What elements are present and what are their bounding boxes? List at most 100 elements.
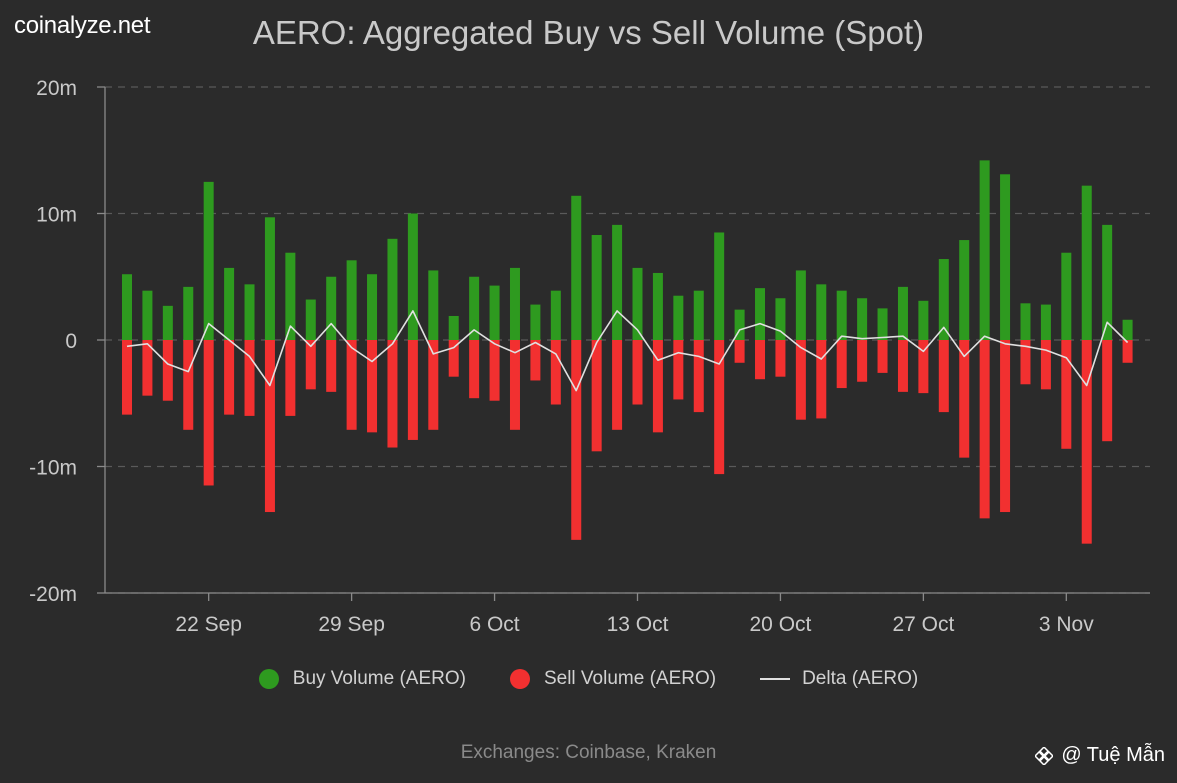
buy-volume-bar <box>1040 304 1051 340</box>
buy-volume-bar <box>673 295 684 340</box>
legend-item-delta[interactable]: Delta (AERO) <box>760 668 918 690</box>
buy-volume-bar <box>1081 185 1092 340</box>
sell-volume-bar <box>612 340 623 430</box>
sell-volume-bar <box>693 340 704 413</box>
buy-volume-bar <box>775 298 786 340</box>
sell-volume-bar <box>897 340 908 392</box>
sell-volume-bar <box>938 340 949 413</box>
buy-volume-bar <box>857 298 868 340</box>
sell-volume-bar <box>203 340 214 486</box>
sell-volume-bar <box>795 340 806 420</box>
sell-volume-bar <box>877 340 888 373</box>
buy-volume-bar <box>1102 224 1113 340</box>
buy-volume-bar <box>428 270 439 340</box>
sell-volume-bar <box>224 340 235 415</box>
sell-volume-bar <box>550 340 561 405</box>
sell-volume-bar <box>816 340 827 419</box>
x-tick-label: 22 Sep <box>175 613 242 636</box>
legend-sell-label: Sell Volume (AERO) <box>543 668 717 689</box>
brand-logo-text: coinalyze.net <box>14 12 151 39</box>
legend-sell-marker <box>509 669 530 689</box>
buy-volume-bar <box>224 267 235 340</box>
chart-title-text: AERO: Aggregated Buy vs Sell Volume (Spo… <box>252 14 925 51</box>
buy-volume-bar <box>142 290 153 340</box>
buy-volume-bar <box>326 276 337 340</box>
buy-volume-bar <box>305 299 316 340</box>
sell-volume-bar <box>448 340 459 377</box>
sell-volume-bar <box>244 340 255 416</box>
x-tick-label: 29 Sep <box>318 613 385 636</box>
sell-volume-bar <box>591 340 602 452</box>
y-tick-label: 20m <box>36 77 77 100</box>
buy-volume-bar <box>264 217 275 340</box>
chart-title: AERO: Aggregated Buy vs Sell Volume (Spo… <box>0 14 1177 52</box>
sell-volume-bar <box>367 340 378 433</box>
buy-volume-bar <box>652 272 663 340</box>
sell-volume-bar <box>1000 340 1011 513</box>
buy-volume-bar <box>877 308 888 340</box>
chart-legend: Buy Volume (AERO) Sell Volume (AERO) Del… <box>0 668 1177 690</box>
buy-volume-bar <box>346 260 357 340</box>
y-tick-label: 10m <box>36 204 77 227</box>
buy-volume-bar <box>1020 303 1031 340</box>
buy-volume-bar <box>591 235 602 340</box>
legend-buy-marker <box>258 669 279 689</box>
buy-volume-bar <box>407 213 418 340</box>
legend-item-buy[interactable]: Buy Volume (AERO) <box>258 668 466 690</box>
x-tick-label: 3 Nov <box>1039 613 1094 636</box>
sell-volume-bar <box>285 340 296 416</box>
buy-volume-bar <box>612 224 623 340</box>
buy-volume-bar <box>550 290 561 340</box>
sell-volume-bar <box>755 340 766 380</box>
buy-volume-bar <box>183 286 194 340</box>
y-tick-label: 0 <box>65 330 77 353</box>
buy-volume-bar <box>448 315 459 340</box>
buy-volume-bar <box>162 305 173 340</box>
sell-volume-bar <box>1102 340 1113 442</box>
x-tick-label: 13 Oct <box>607 613 669 636</box>
sell-volume-bar <box>305 340 316 390</box>
sell-volume-bar <box>734 340 745 363</box>
buy-volume-bar <box>469 276 480 340</box>
legend-buy-label: Buy Volume (AERO) <box>292 668 466 689</box>
sell-volume-bar <box>714 340 725 475</box>
sell-volume-bar <box>959 340 970 458</box>
legend-item-sell[interactable]: Sell Volume (AERO) <box>509 668 717 690</box>
sell-volume-bar <box>775 340 786 377</box>
sell-volume-bar <box>387 340 398 448</box>
sell-volume-bar <box>469 340 480 399</box>
buy-volume-bar <box>387 238 398 340</box>
sell-volume-bar <box>632 340 643 405</box>
sell-volume-bar <box>1061 340 1072 449</box>
sell-volume-bar <box>326 340 337 392</box>
buy-volume-bar <box>979 160 990 340</box>
buy-volume-bar <box>938 259 949 340</box>
buy-volume-bar <box>122 274 132 340</box>
sell-volume-bar <box>1122 340 1133 363</box>
buy-volume-bar <box>1061 252 1072 340</box>
legend-delta-marker <box>760 678 791 680</box>
sell-volume-bar <box>1081 340 1092 544</box>
buy-volume-bar <box>755 288 766 340</box>
buy-volume-bar <box>489 285 500 340</box>
sell-volume-bar <box>346 340 357 430</box>
buy-volume-bar <box>693 290 704 340</box>
sell-volume-bar <box>673 340 684 400</box>
watermark: @ Tuệ Mẫn <box>1035 744 1165 767</box>
x-tick-label: 6 Oct <box>469 613 519 636</box>
sell-volume-bar <box>1040 340 1051 390</box>
binance-logo-icon <box>1035 746 1054 765</box>
sell-volume-bar <box>1020 340 1031 385</box>
buy-volume-bar <box>203 181 214 340</box>
x-tick-label: 27 Oct <box>892 613 954 636</box>
sell-volume-bar <box>162 340 173 401</box>
sell-volume-bar <box>142 340 153 396</box>
buy-volume-bar <box>530 304 541 340</box>
buy-volume-bar <box>367 274 378 340</box>
sell-volume-bar <box>122 340 132 415</box>
sell-volume-bar <box>918 340 929 394</box>
legend-delta-label: Delta (AERO) <box>802 668 919 689</box>
sell-volume-bar <box>571 340 582 540</box>
buy-volume-bar <box>734 309 745 340</box>
buy-volume-bar <box>897 286 908 340</box>
